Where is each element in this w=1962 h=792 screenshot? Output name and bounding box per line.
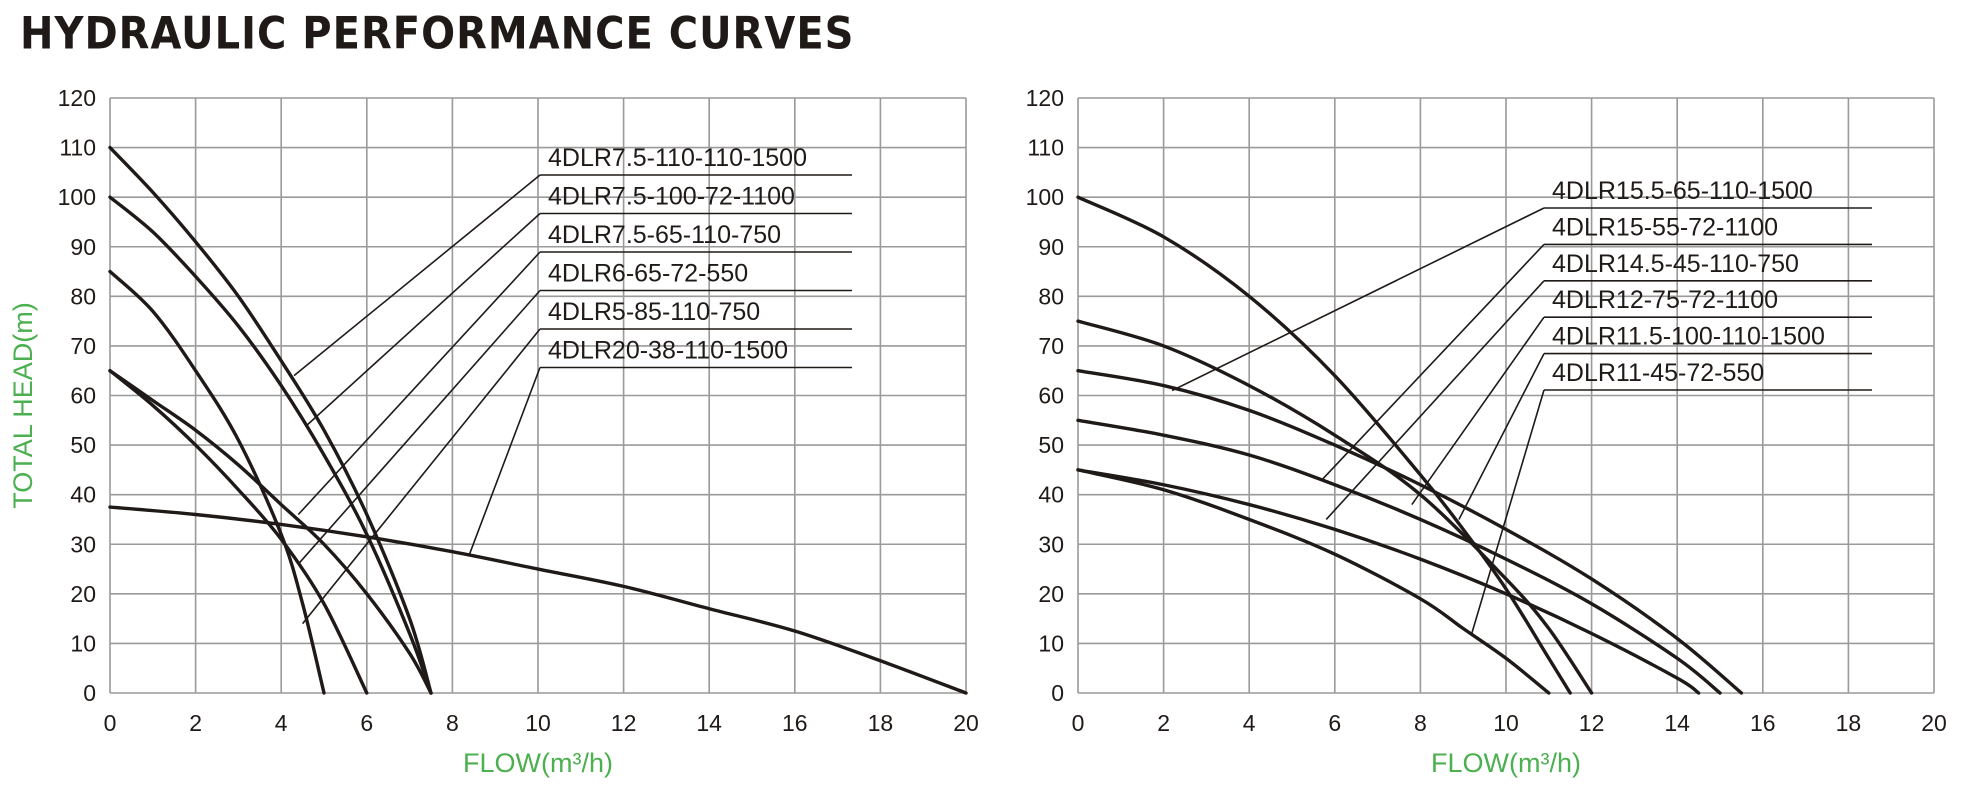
legend-label: 4DLR15-55-72-1100 bbox=[1552, 213, 1778, 241]
y-tick-label: 40 bbox=[1038, 482, 1064, 508]
y-axis-label: TOTAL HEAD(m) bbox=[8, 302, 38, 509]
series-line bbox=[108, 505, 968, 695]
x-tick-label: 12 bbox=[1579, 710, 1605, 736]
legend-leader-line bbox=[1470, 389, 1545, 634]
legend-label: 4DLR7.5-100-72-1100 bbox=[548, 183, 795, 211]
grid bbox=[1077, 97, 1935, 694]
y-tick-label: 110 bbox=[59, 135, 96, 161]
x-tick-label: 14 bbox=[696, 710, 722, 736]
series-line bbox=[108, 369, 433, 695]
x-tick-label: 8 bbox=[1414, 710, 1427, 736]
y-tick-label: 70 bbox=[70, 333, 96, 359]
y-tick-label: 90 bbox=[70, 234, 96, 260]
x-tick-label: 20 bbox=[1921, 710, 1947, 736]
legend-label: 4DLR6-65-72-550 bbox=[548, 260, 748, 288]
x-tick-label: 0 bbox=[1072, 710, 1085, 736]
x-axis-label: FLOW(m³/h) bbox=[1431, 748, 1581, 778]
series-line bbox=[1076, 468, 1701, 695]
x-tick-label: 18 bbox=[1836, 710, 1862, 736]
y-tick-label: 60 bbox=[1038, 383, 1064, 409]
y-tick-label: 90 bbox=[1038, 234, 1064, 260]
y-tick-label: 30 bbox=[1038, 531, 1064, 557]
legend-label: 4DLR7.5-110-110-1500 bbox=[548, 144, 807, 172]
y-tick-label: 0 bbox=[83, 680, 96, 706]
legend-leader-line bbox=[301, 328, 541, 625]
series-line bbox=[1076, 468, 1551, 695]
y-tick-label: 70 bbox=[1038, 333, 1064, 359]
series-line bbox=[108, 195, 433, 695]
y-tick-label: 0 bbox=[1051, 680, 1064, 706]
x-tick-label: 10 bbox=[525, 710, 551, 736]
y-tick-label: 80 bbox=[1038, 283, 1064, 309]
legend-label: 4DLR15.5-65-110-1500 bbox=[1552, 177, 1813, 205]
legend-leader-line bbox=[297, 251, 541, 516]
x-tick-label: 12 bbox=[611, 710, 637, 736]
y-tick-label: 100 bbox=[58, 184, 96, 210]
y-tick-label: 110 bbox=[1027, 135, 1064, 161]
y-tick-label: 120 bbox=[58, 85, 96, 111]
legend-label: 4DLR11.5-100-110-1500 bbox=[1552, 323, 1825, 351]
legend-leader-line bbox=[1321, 243, 1545, 481]
series-line bbox=[1076, 195, 1572, 695]
x-tick-label: 18 bbox=[868, 710, 894, 736]
legend-label: 4DLR14.5-45-110-750 bbox=[1552, 250, 1799, 278]
series-line bbox=[1076, 319, 1594, 695]
series-line bbox=[1076, 369, 1744, 695]
x-tick-label: 8 bbox=[446, 710, 459, 736]
x-tick-label: 20 bbox=[953, 710, 979, 736]
y-tick-label: 120 bbox=[1026, 85, 1064, 111]
series-line bbox=[1076, 418, 1722, 695]
legend-leader-line bbox=[293, 174, 541, 377]
y-tick-label: 50 bbox=[1038, 432, 1064, 458]
legend-leader-line bbox=[1171, 207, 1545, 392]
y-tick-label: 20 bbox=[1038, 581, 1064, 607]
y-tick-label: 50 bbox=[70, 432, 96, 458]
y-tick-label: 60 bbox=[70, 383, 96, 409]
x-tick-label: 2 bbox=[1157, 710, 1170, 736]
x-tick-label: 4 bbox=[1243, 710, 1256, 736]
legend-label: 4DLR20-38-110-1500 bbox=[548, 337, 788, 365]
x-tick-label: 16 bbox=[1750, 710, 1776, 736]
legend-leader-line bbox=[306, 212, 541, 426]
y-tick-label: 100 bbox=[1026, 184, 1064, 210]
x-tick-label: 14 bbox=[1664, 710, 1690, 736]
y-tick-label: 20 bbox=[70, 581, 96, 607]
legend-label: 4DLR7.5-65-110-750 bbox=[548, 221, 781, 249]
x-axis-label: FLOW(m³/h) bbox=[463, 748, 613, 778]
y-tick-label: 10 bbox=[1038, 630, 1064, 656]
y-tick-label: 80 bbox=[70, 283, 96, 309]
legend-leader-line bbox=[1458, 353, 1545, 520]
y-tick-label: 40 bbox=[70, 482, 96, 508]
series-line bbox=[108, 269, 326, 695]
x-tick-label: 4 bbox=[275, 710, 288, 736]
x-tick-label: 2 bbox=[189, 710, 202, 736]
grid bbox=[109, 97, 967, 694]
legend-leader-line bbox=[1411, 316, 1545, 506]
x-tick-label: 10 bbox=[1493, 710, 1519, 736]
legend-leader-line bbox=[297, 289, 541, 565]
legend-label: 4DLR5-85-110-750 bbox=[548, 298, 760, 326]
page-title: HYDRAULIC PERFORMANCE CURVES bbox=[20, 8, 855, 60]
legend-label: 4DLR12-75-72-1100 bbox=[1552, 286, 1778, 314]
x-tick-label: 0 bbox=[104, 710, 117, 736]
series-line bbox=[108, 369, 369, 695]
series-line bbox=[108, 145, 433, 695]
y-tick-label: 30 bbox=[70, 531, 96, 557]
x-tick-label: 16 bbox=[782, 710, 808, 736]
legend-leader-line bbox=[468, 367, 541, 555]
legend-label: 4DLR11-45-72-550 bbox=[1552, 359, 1764, 387]
x-tick-label: 6 bbox=[1328, 710, 1341, 736]
x-tick-label: 6 bbox=[360, 710, 373, 736]
legend-leader-line bbox=[1325, 280, 1545, 520]
y-tick-label: 10 bbox=[70, 630, 96, 656]
